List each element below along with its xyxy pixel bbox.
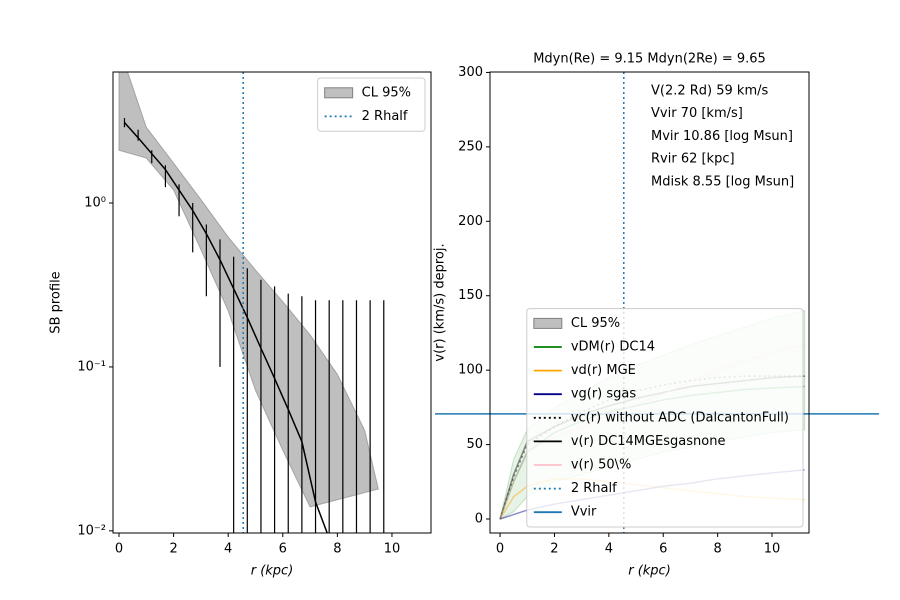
x-tick-label: 8: [333, 542, 341, 557]
y-tick-label: 10⁻¹: [77, 359, 106, 374]
legend-swatch: [533, 317, 563, 329]
x-tick-label: 10: [764, 542, 781, 557]
y-tick-label: 300: [458, 65, 483, 80]
axes-frame: [112, 71, 432, 534]
x-axis-label: r (kpc): [628, 564, 671, 579]
y-axis-label: v(r) (km/s) deproj.: [433, 243, 448, 361]
annotation: Rvir 62 [kpc]: [651, 152, 735, 167]
annotation: Vvir 70 [km/s]: [651, 106, 743, 121]
y-tick-label: 10⁰: [84, 196, 106, 211]
x-tick-label: 0: [496, 542, 504, 557]
legend-swatch: [324, 87, 354, 99]
chart-title: Mdyn(Re) = 9.15 Mdyn(2Re) = 9.65: [533, 52, 766, 67]
annotation: Mvir 10.86 [log Msun]: [651, 129, 793, 144]
legend-box: [526, 308, 804, 528]
legend-label: CL 95%: [362, 85, 411, 100]
x-axis-label: r (kpc): [251, 564, 294, 579]
x-tick-label: 4: [224, 542, 232, 557]
legend-label: v(r) DC14MGEsgasnone: [571, 434, 726, 449]
y-tick-label: 150: [458, 288, 483, 303]
legend-label: CL 95%: [571, 316, 620, 331]
y-tick-label: 0: [475, 512, 483, 527]
series-line: [123, 121, 328, 533]
legend-label: 2 Rhalf: [362, 109, 408, 124]
confidence-band: [118, 72, 379, 508]
annotation: Mdisk 8.55 [log Msun]: [651, 174, 794, 189]
legend-label: vg(r) sgas: [571, 387, 637, 402]
x-tick-label: 2: [169, 542, 177, 557]
y-tick-label: 200: [458, 214, 483, 229]
x-tick-label: 6: [279, 542, 287, 557]
y-tick-label: 10⁻²: [77, 523, 106, 538]
legend-label: vDM(r) DC14: [571, 340, 655, 355]
legend-label: v(r) 50\%: [571, 458, 632, 473]
legend-label: vd(r) MGE: [571, 363, 636, 378]
x-tick-label: 0: [115, 542, 123, 557]
x-tick-label: 10: [384, 542, 401, 557]
annotation: V(2.2 Rd) 59 km/s: [651, 84, 769, 99]
legend: CL 95% vDM(r) DC14 vd(r) MGE vg(r) sgas vc(r…: [526, 308, 804, 528]
y-tick-label: 250: [458, 139, 483, 154]
y-axis-label: SB profile: [49, 271, 64, 333]
legend: CL 95% 2 Rhalf: [317, 77, 426, 132]
x-tick-label: 4: [605, 542, 613, 557]
plot-area: [118, 72, 385, 533]
axes-frame: [489, 71, 810, 534]
x-tick-label: 6: [659, 542, 667, 557]
legend-label: 2 Rhalf: [571, 481, 617, 496]
y-tick-label: 50: [466, 437, 483, 452]
y-tick-label: 100: [458, 363, 483, 378]
x-tick-label: 2: [550, 542, 558, 557]
legend-label: vc(r) without ADC (DalcantonFull): [571, 410, 789, 425]
legend-label: Vvir: [571, 505, 597, 520]
x-tick-label: 8: [713, 542, 721, 557]
